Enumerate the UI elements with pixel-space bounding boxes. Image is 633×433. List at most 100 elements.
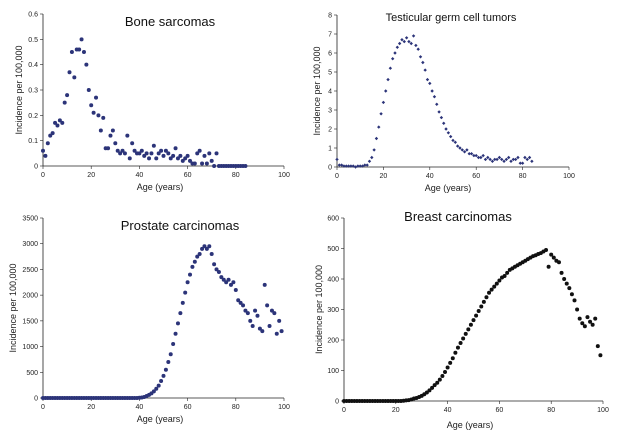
data-point [197,148,202,153]
data-point [238,300,243,305]
data-point [388,66,393,70]
y-tick-label: 8 [328,13,332,20]
data-point [466,327,471,332]
data-point [492,284,497,289]
data-point [393,51,397,55]
x-axis-label: Age (years) [137,414,184,424]
data-point [154,386,159,391]
data-point [195,254,200,259]
data-point [192,161,197,166]
data-point [458,146,462,150]
data-point [437,110,441,114]
data-point [474,153,478,158]
data-point [337,163,342,167]
data-point [446,131,451,135]
data-point [377,125,381,129]
data-point [451,138,455,143]
data-point [139,148,144,153]
data-point [335,157,339,162]
data-point [98,128,103,133]
data-point [236,298,241,303]
chart-title: Prostate carcinomas [121,218,240,233]
y-tick-label: 0 [34,396,38,403]
data-point [370,155,374,160]
data-point [465,148,469,152]
data-point [425,77,430,82]
y-axis-label: Incidence per 100,000 [312,46,322,135]
data-point [467,152,471,156]
y-tick-label: 500 [26,370,38,377]
data-point [178,311,183,316]
x-tick-label: 100 [563,173,575,180]
data-point [363,163,367,167]
data-point [185,280,190,285]
data-point [577,316,582,321]
data-point [171,342,176,346]
data-point [118,151,123,156]
data-point [476,309,481,314]
data-point [115,148,120,153]
data-point [96,113,101,118]
data-point [161,153,166,158]
x-tick-label: 40 [136,404,144,411]
data-point [57,118,62,123]
data-point [342,164,346,168]
data-point [488,157,492,162]
y-tick-label: 3000 [22,241,38,248]
data-point [72,75,77,80]
data-point [219,275,224,280]
data-point [509,159,513,163]
data-point [365,163,369,167]
data-point [125,133,130,138]
data-point [468,322,473,327]
data-point [212,164,217,168]
data-point [585,315,590,320]
data-point [86,88,91,92]
data-point [439,115,444,120]
data-point [200,246,205,251]
data-point [209,252,214,256]
data-point [453,140,458,144]
data-point [197,252,202,256]
data-point [472,153,476,158]
y-tick-label: 600 [327,216,339,223]
data-point [120,148,125,153]
data-point [255,313,260,318]
x-tick-label: 40 [426,173,434,180]
data-point [110,128,115,133]
data-point [214,151,219,156]
data-point [226,277,231,282]
data-point [551,255,556,260]
data-point [277,318,282,323]
data-point [151,143,156,148]
data-point [455,345,460,350]
x-tick-label: 60 [184,172,192,179]
data-point [245,311,250,316]
data-point [183,156,188,161]
x-axis-label: Age (years) [425,183,472,193]
data-point [358,164,362,168]
data-point [487,290,492,295]
data-point [183,290,188,295]
data-point [147,156,152,161]
x-tick-label: 0 [41,172,45,179]
data-point [45,141,50,146]
data-point [409,41,413,46]
data-point [108,133,113,138]
data-point [400,38,404,42]
data-point [156,151,161,156]
y-axis-label: Incidence per 100,000 [314,265,324,354]
data-point [593,316,598,321]
data-point [159,148,164,153]
data-point [395,45,400,49]
data-point [460,148,464,152]
data-point [506,155,511,160]
y-tick-label: 400 [327,277,339,284]
data-point [94,95,99,100]
data-point [458,341,463,346]
data-point [171,153,176,158]
data-point [502,273,507,278]
data-point [437,377,442,382]
data-point [384,89,388,93]
data-point [79,37,84,42]
